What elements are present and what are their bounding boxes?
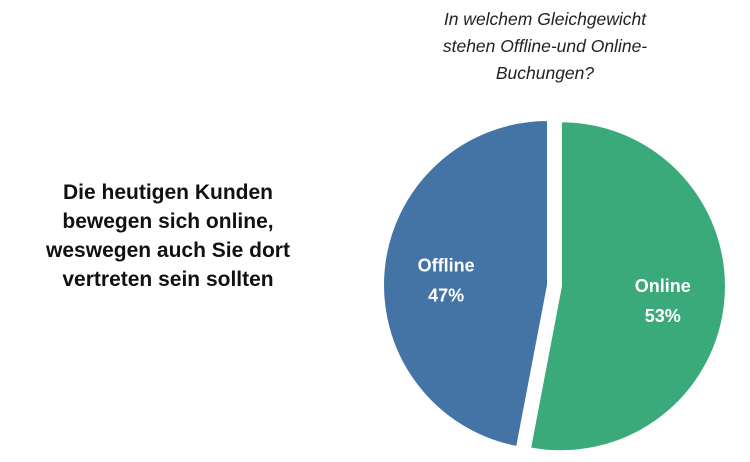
chart-title: In welchem Gleichgewicht stehen Offline-…	[405, 6, 685, 87]
headline-message: Die heutigen Kunden bewegen sich online,…	[18, 178, 318, 294]
slice-value-offline: 47%	[428, 285, 464, 305]
headline-line-1: Die heutigen Kunden	[63, 181, 273, 204]
pie-slices	[382, 118, 727, 453]
pie-slice-offline	[382, 118, 549, 449]
chart-title-line-3: Buchungen?	[495, 63, 595, 83]
chart-title-line-1: In welchem Gleichgewicht	[443, 9, 647, 29]
headline-line-3: weswegen auch Sie dort	[46, 239, 290, 262]
pie-slice-online	[528, 120, 727, 453]
headline-line-4: vertreten sein sollten	[62, 268, 274, 291]
slice-value-online: 53%	[645, 306, 681, 326]
pie-labels: Online 53% Offline 47%	[418, 255, 691, 325]
chart-title-line-2: stehen Offline-und Online-	[442, 36, 648, 56]
slice-label-online: Online	[635, 276, 691, 296]
slice-label-offline: Offline	[418, 255, 475, 275]
headline-line-2: bewegen sich online,	[62, 210, 274, 233]
